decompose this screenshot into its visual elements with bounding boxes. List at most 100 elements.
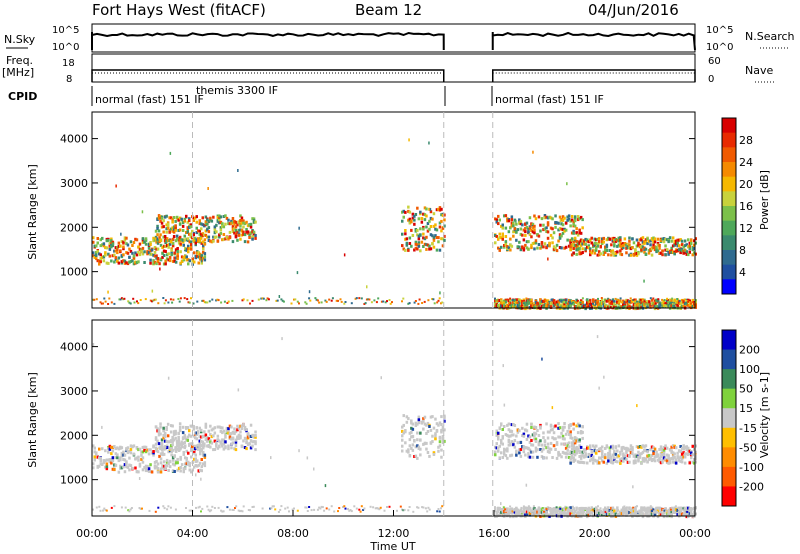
echo-mark [173, 259, 176, 263]
echo-mark [628, 236, 631, 240]
echo-mark [694, 506, 697, 510]
echo-mark [670, 510, 673, 514]
echo-mark [604, 250, 607, 254]
ground-mark [391, 301, 393, 304]
ground-mark [610, 300, 613, 303]
echo-mark [671, 460, 675, 464]
ground-mark [648, 300, 651, 303]
echo-mark [416, 456, 419, 460]
echo-mark [552, 304, 556, 307]
echo-mark [614, 238, 618, 241]
echo-mark [611, 453, 615, 457]
echo-mark [614, 452, 618, 456]
ground-mark [353, 505, 356, 508]
echo-mark [661, 237, 664, 241]
echo-mark [246, 230, 250, 234]
echo-mark [673, 300, 676, 304]
echo-mark [570, 215, 574, 218]
echo-mark [668, 459, 672, 463]
echo-mark [429, 210, 433, 214]
echo-mark [123, 259, 127, 263]
echo-mark [534, 446, 538, 450]
ground-mark [427, 506, 430, 509]
echo-mark [592, 508, 595, 512]
echo-mark [219, 441, 223, 445]
echo-mark [687, 446, 690, 450]
echo-mark [668, 236, 672, 240]
echo-mark [652, 458, 655, 462]
echo-mark [598, 461, 601, 465]
echo-mark [221, 224, 224, 228]
echo-mark [560, 431, 563, 435]
ground-mark [652, 297, 655, 300]
echo-mark [200, 465, 203, 469]
echo-mark [533, 247, 536, 251]
echo-mark [140, 453, 143, 457]
ground-mark [266, 297, 269, 300]
echo-mark [432, 224, 436, 228]
echo-mark [637, 450, 640, 454]
ground-mark [617, 299, 620, 301]
echo-mark [174, 256, 178, 260]
echo-mark [552, 444, 556, 448]
echo-mark [440, 415, 443, 419]
echo-mark [202, 453, 205, 457]
ground-mark [541, 507, 544, 509]
cpid-segment-3: normal (fast) 151 IF [495, 93, 604, 106]
echo-mark [676, 238, 679, 242]
echo-mark [425, 243, 428, 247]
ground-mark [539, 298, 542, 301]
colorbar-tick-label: -100 [739, 461, 764, 474]
echo-mark [513, 230, 517, 233]
ground-mark [632, 299, 635, 301]
echo-mark [626, 246, 630, 249]
echo-mark [643, 458, 646, 462]
noise-mark [313, 467, 315, 471]
echo-mark [105, 239, 109, 243]
echo-mark [166, 226, 170, 230]
echo-mark [236, 424, 239, 428]
echo-mark [561, 437, 565, 441]
echo-mark [179, 261, 182, 265]
echo-mark [573, 439, 577, 443]
colorbar-cell [722, 206, 736, 222]
ground-mark [234, 507, 236, 509]
echo-mark [179, 469, 182, 473]
echo-mark [209, 218, 212, 222]
noise-mark [366, 285, 368, 289]
echo-mark [143, 240, 146, 244]
echo-mark [655, 454, 658, 458]
echo-mark [171, 226, 174, 230]
echo-mark [567, 424, 571, 428]
echo-mark [510, 218, 514, 222]
echo-mark [209, 424, 212, 428]
echo-mark [507, 299, 511, 303]
echo-mark [242, 225, 245, 229]
ground-mark [242, 505, 245, 508]
echo-mark [625, 251, 628, 255]
ground-mark [436, 301, 439, 304]
ground-mark [494, 297, 496, 300]
echo-mark [601, 449, 604, 453]
echo-mark [531, 242, 535, 245]
echo-mark [634, 513, 637, 517]
echo-mark [683, 446, 687, 450]
echo-mark [177, 444, 181, 448]
echo-mark [416, 422, 419, 426]
echo-mark [431, 434, 434, 438]
ground-mark [164, 299, 167, 302]
echo-mark [156, 470, 160, 474]
echo-mark [557, 453, 560, 457]
echo-mark [107, 458, 110, 462]
echo-mark [634, 507, 637, 511]
ground-mark [251, 506, 254, 508]
echo-mark [575, 231, 578, 235]
colorbar-cell [722, 427, 736, 448]
ground-mark [269, 507, 272, 510]
echo-mark [614, 445, 618, 449]
echo-mark [222, 447, 226, 451]
echo-mark [620, 305, 624, 309]
echo-mark [116, 259, 119, 263]
echo-mark [590, 449, 593, 453]
echo-mark [622, 512, 625, 516]
